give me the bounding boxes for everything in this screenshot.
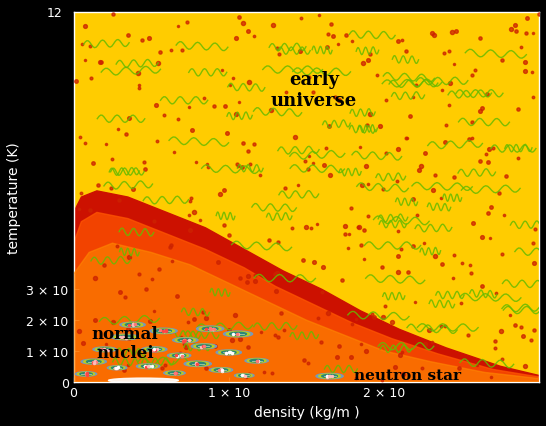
Circle shape — [173, 338, 198, 343]
Circle shape — [164, 371, 185, 375]
Circle shape — [156, 330, 171, 333]
Circle shape — [170, 354, 188, 357]
Circle shape — [197, 326, 224, 331]
Circle shape — [197, 345, 211, 348]
Circle shape — [80, 373, 92, 375]
Circle shape — [322, 375, 337, 378]
Circle shape — [219, 351, 239, 354]
Circle shape — [122, 323, 143, 327]
Circle shape — [136, 364, 160, 368]
Circle shape — [141, 347, 167, 352]
Circle shape — [98, 348, 111, 351]
Circle shape — [222, 351, 236, 354]
Circle shape — [247, 359, 266, 363]
Circle shape — [199, 327, 221, 331]
Circle shape — [81, 359, 106, 364]
Circle shape — [120, 322, 145, 328]
Circle shape — [153, 329, 175, 333]
Circle shape — [245, 359, 268, 363]
Circle shape — [147, 348, 162, 351]
Circle shape — [111, 367, 123, 369]
Circle shape — [250, 360, 263, 362]
Text: neutron star: neutron star — [354, 368, 461, 382]
Text: normal
nuclei: normal nuclei — [91, 325, 158, 362]
Circle shape — [230, 333, 246, 336]
Circle shape — [239, 374, 250, 377]
Ellipse shape — [109, 378, 179, 383]
Circle shape — [139, 365, 157, 368]
Circle shape — [184, 361, 211, 367]
Circle shape — [109, 366, 125, 369]
Polygon shape — [74, 244, 539, 382]
Circle shape — [96, 348, 114, 351]
Circle shape — [214, 369, 228, 371]
Circle shape — [168, 372, 181, 374]
Circle shape — [178, 339, 193, 342]
Circle shape — [166, 371, 183, 375]
Circle shape — [203, 328, 218, 331]
Circle shape — [117, 336, 133, 339]
Circle shape — [212, 368, 230, 372]
Circle shape — [223, 331, 253, 337]
Circle shape — [319, 374, 341, 378]
Text: 12: 12 — [47, 7, 63, 20]
Circle shape — [150, 328, 177, 334]
Circle shape — [141, 365, 155, 368]
Circle shape — [187, 362, 209, 366]
Circle shape — [168, 353, 191, 358]
X-axis label: density (kg/m ): density (kg/m ) — [253, 405, 359, 419]
Circle shape — [114, 335, 135, 340]
Circle shape — [235, 374, 254, 377]
Circle shape — [194, 345, 214, 348]
Circle shape — [173, 354, 186, 357]
Text: early
universe: early universe — [271, 71, 357, 109]
Circle shape — [175, 338, 195, 343]
Circle shape — [144, 348, 164, 351]
Y-axis label: temperature (K): temperature (K) — [7, 142, 21, 253]
Circle shape — [78, 372, 94, 376]
Circle shape — [236, 374, 252, 377]
Circle shape — [93, 347, 116, 352]
Circle shape — [316, 374, 343, 379]
Polygon shape — [74, 213, 539, 382]
Circle shape — [191, 344, 217, 349]
Circle shape — [216, 350, 241, 355]
Circle shape — [108, 366, 127, 370]
Circle shape — [86, 360, 101, 363]
Circle shape — [125, 323, 140, 326]
Circle shape — [227, 332, 250, 337]
Circle shape — [84, 360, 104, 364]
Circle shape — [190, 363, 205, 366]
Circle shape — [111, 334, 138, 340]
Circle shape — [75, 372, 97, 376]
Polygon shape — [74, 191, 539, 382]
Circle shape — [209, 368, 233, 372]
